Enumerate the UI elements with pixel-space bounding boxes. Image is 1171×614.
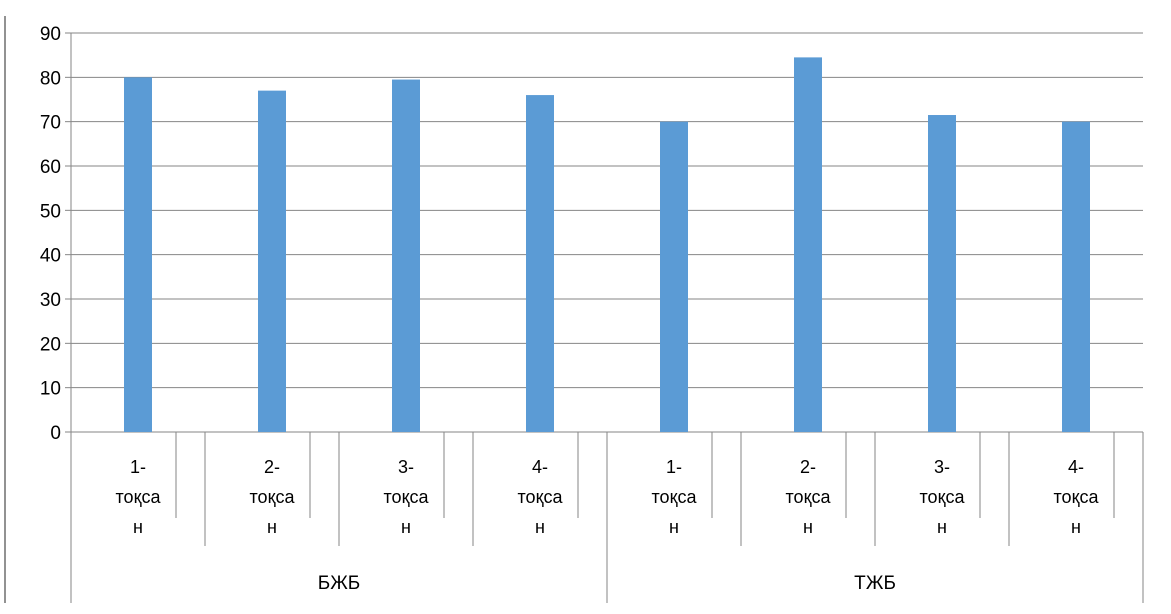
y-tick-label: 20 bbox=[40, 334, 61, 355]
category-label: тоқса bbox=[250, 487, 296, 507]
category-label: 2- bbox=[264, 457, 280, 477]
group-label: ТЖБ bbox=[854, 573, 896, 594]
bar bbox=[660, 121, 688, 433]
y-tick-label: 10 bbox=[40, 379, 61, 400]
bar bbox=[258, 90, 286, 432]
category-label: 1- bbox=[666, 457, 682, 477]
category-label: 2- bbox=[800, 457, 816, 477]
bar bbox=[928, 115, 956, 433]
bar bbox=[794, 57, 822, 433]
category-label: тоқса bbox=[786, 487, 832, 507]
y-tick-label: 0 bbox=[50, 423, 61, 444]
category-label: н bbox=[401, 517, 411, 537]
y-tick-label: 90 bbox=[40, 24, 61, 45]
category-label: тоқса bbox=[116, 487, 162, 507]
category-label: н bbox=[937, 517, 947, 537]
bar bbox=[124, 77, 152, 432]
y-tick-label: 50 bbox=[40, 201, 61, 222]
category-label: тоқса bbox=[518, 487, 564, 507]
category-label: н bbox=[535, 517, 545, 537]
bar bbox=[1062, 121, 1090, 433]
y-tick-label: 30 bbox=[40, 290, 61, 311]
y-tick-label: 70 bbox=[40, 113, 61, 134]
bar bbox=[392, 79, 420, 433]
category-label: 4- bbox=[532, 457, 548, 477]
y-tick-label: 40 bbox=[40, 246, 61, 267]
category-label: 3- bbox=[398, 457, 414, 477]
category-label: н bbox=[267, 517, 277, 537]
y-tick-label: 60 bbox=[40, 157, 61, 178]
category-label: н bbox=[669, 517, 679, 537]
category-label: н bbox=[803, 517, 813, 537]
category-label: 4- bbox=[1068, 457, 1084, 477]
category-label: н bbox=[1071, 517, 1081, 537]
y-tick-label: 80 bbox=[40, 68, 61, 89]
category-label: н bbox=[133, 517, 143, 537]
bar bbox=[526, 95, 554, 433]
category-label: тоқса bbox=[920, 487, 966, 507]
category-label: тоқса bbox=[652, 487, 698, 507]
category-label: тоқса bbox=[1054, 487, 1100, 507]
category-label: 3- bbox=[934, 457, 950, 477]
group-label: БЖБ bbox=[318, 573, 360, 594]
category-label: тоқса bbox=[384, 487, 430, 507]
category-label: 1- bbox=[130, 457, 146, 477]
